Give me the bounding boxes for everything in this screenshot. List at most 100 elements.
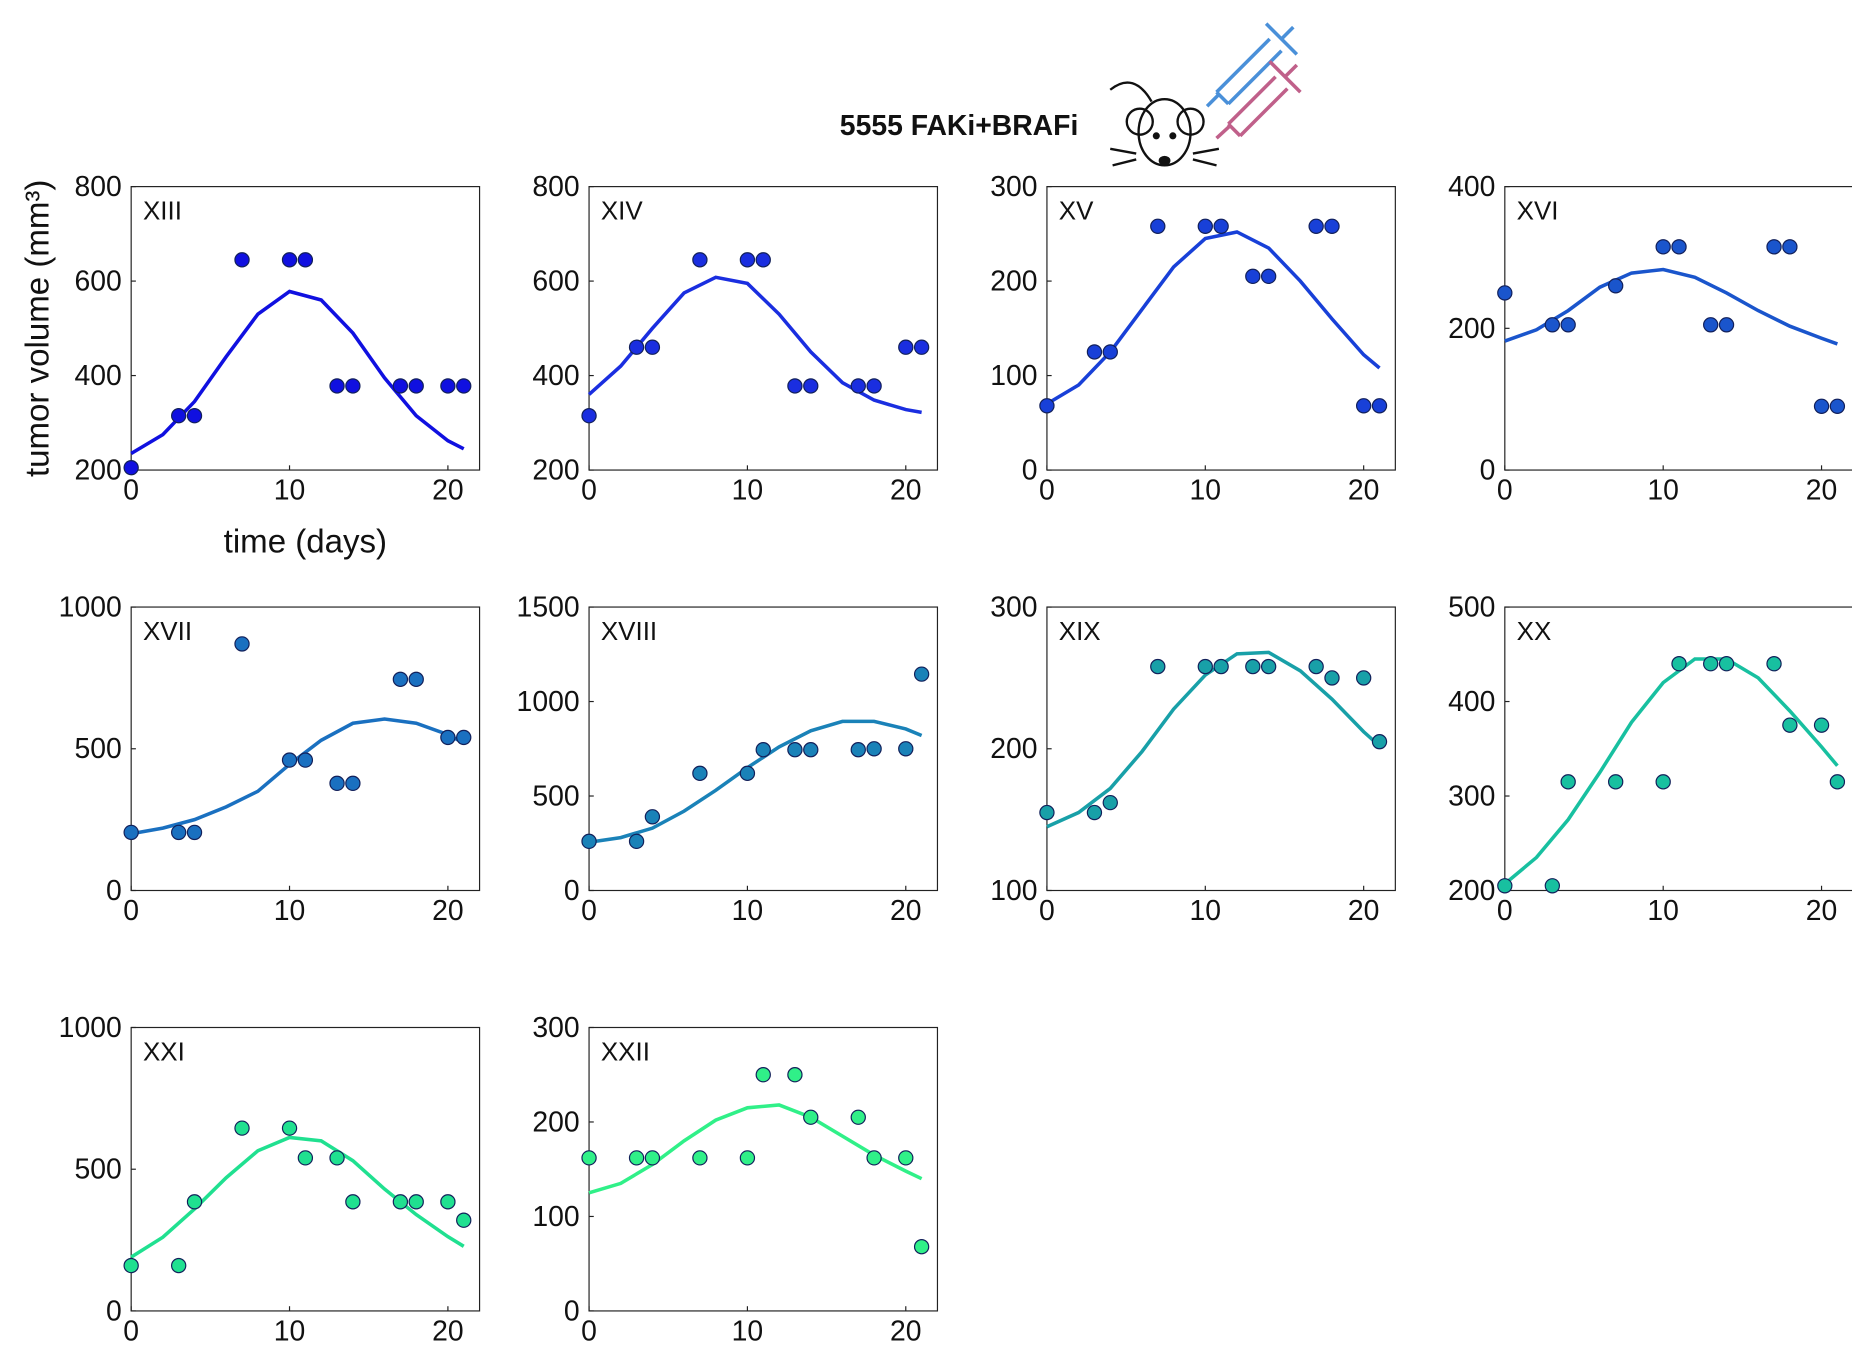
y-tick-label: 600 xyxy=(74,266,121,298)
data-point xyxy=(867,379,881,393)
data-point xyxy=(298,753,312,767)
data-point xyxy=(1262,659,1276,673)
x-tick-label: 20 xyxy=(890,1315,922,1347)
y-tick-label: 200 xyxy=(990,733,1037,765)
data-point xyxy=(582,1151,596,1165)
data-point xyxy=(1498,286,1512,300)
x-tick-label: 20 xyxy=(890,895,922,927)
data-point xyxy=(582,409,596,423)
data-point xyxy=(756,743,770,757)
data-point xyxy=(804,379,818,393)
data-point xyxy=(409,1195,423,1209)
data-point xyxy=(804,1110,818,1124)
data-point xyxy=(645,1151,659,1165)
y-tick-label: 1000 xyxy=(59,1012,122,1044)
x-tick-label: 10 xyxy=(274,1315,306,1347)
x-tick-label: 0 xyxy=(581,895,597,927)
data-point xyxy=(1087,345,1101,359)
panel-label: XIII xyxy=(143,196,182,226)
y-tick-label: 200 xyxy=(1448,313,1495,345)
x-tick-label: 10 xyxy=(732,1315,764,1347)
y-tick-label: 0 xyxy=(564,875,580,907)
panel: 01020200400600800XIIItumor volume (mm³)t… xyxy=(19,171,479,561)
x-tick-label: 0 xyxy=(123,1315,139,1347)
data-point xyxy=(1198,659,1212,673)
data-point xyxy=(1656,240,1670,254)
y-tick-label: 0 xyxy=(1480,454,1496,486)
x-axis-label: time (days) xyxy=(224,524,387,561)
data-point xyxy=(1814,718,1828,732)
page: 5555 FAKi+BRAFi 01020200400600800XIIItum… xyxy=(0,0,1852,1357)
x-tick-label: 10 xyxy=(732,475,764,507)
y-axis-label: tumor volume (mm³) xyxy=(19,180,56,477)
y-tick-label: 200 xyxy=(532,454,579,486)
data-point xyxy=(899,340,913,354)
data-point xyxy=(788,379,802,393)
data-point xyxy=(740,766,754,780)
data-point xyxy=(1246,269,1260,283)
y-tick-label: 300 xyxy=(990,591,1037,623)
data-point xyxy=(693,1151,707,1165)
y-tick-label: 200 xyxy=(1448,875,1495,907)
x-tick-label: 20 xyxy=(1806,895,1838,927)
data-point xyxy=(851,743,865,757)
data-point xyxy=(756,253,770,267)
data-point xyxy=(457,730,471,744)
data-point xyxy=(346,379,360,393)
x-tick-label: 0 xyxy=(123,895,139,927)
data-point xyxy=(298,253,312,267)
y-tick-label: 500 xyxy=(74,733,121,765)
y-tick-label: 1000 xyxy=(59,591,122,623)
y-tick-label: 300 xyxy=(1448,780,1495,812)
data-point xyxy=(1609,775,1623,789)
data-point xyxy=(915,1240,929,1254)
data-point xyxy=(172,825,186,839)
data-point xyxy=(346,1195,360,1209)
y-tick-label: 0 xyxy=(106,1295,122,1327)
y-tick-label: 300 xyxy=(990,171,1037,203)
data-point xyxy=(1830,775,1844,789)
mouse-icon xyxy=(1110,83,1219,166)
x-tick-label: 0 xyxy=(1039,475,1055,507)
data-point xyxy=(1325,671,1339,685)
y-tick-label: 200 xyxy=(532,1106,579,1138)
y-tick-label: 0 xyxy=(1022,454,1038,486)
y-tick-label: 100 xyxy=(532,1201,579,1233)
plot-frame xyxy=(1047,607,1395,890)
y-tick-label: 0 xyxy=(106,875,122,907)
y-tick-label: 500 xyxy=(74,1154,121,1186)
plot-frame xyxy=(131,187,479,470)
data-point xyxy=(1719,657,1733,671)
data-point xyxy=(282,1121,296,1135)
data-point xyxy=(1814,399,1828,413)
data-point xyxy=(915,667,929,681)
data-point xyxy=(1214,659,1228,673)
data-point xyxy=(1040,805,1054,819)
data-point xyxy=(1040,399,1054,413)
data-point xyxy=(1309,659,1323,673)
panel-label: XXI xyxy=(143,1037,185,1067)
data-point xyxy=(457,379,471,393)
y-tick-label: 500 xyxy=(532,780,579,812)
data-point xyxy=(393,672,407,686)
y-tick-label: 800 xyxy=(532,171,579,203)
data-point xyxy=(1783,240,1797,254)
data-point xyxy=(1246,659,1260,673)
data-point xyxy=(1087,805,1101,819)
x-tick-label: 0 xyxy=(581,475,597,507)
x-tick-label: 20 xyxy=(1348,895,1380,927)
data-point xyxy=(441,379,455,393)
data-point xyxy=(788,1068,802,1082)
data-point xyxy=(1372,735,1386,749)
data-point xyxy=(1325,219,1339,233)
data-point xyxy=(1767,240,1781,254)
data-point xyxy=(899,1151,913,1165)
x-tick-label: 0 xyxy=(581,1315,597,1347)
x-tick-label: 20 xyxy=(432,895,464,927)
data-point xyxy=(1309,219,1323,233)
y-tick-label: 400 xyxy=(1448,686,1495,718)
data-point xyxy=(915,340,929,354)
data-point xyxy=(1103,796,1117,810)
